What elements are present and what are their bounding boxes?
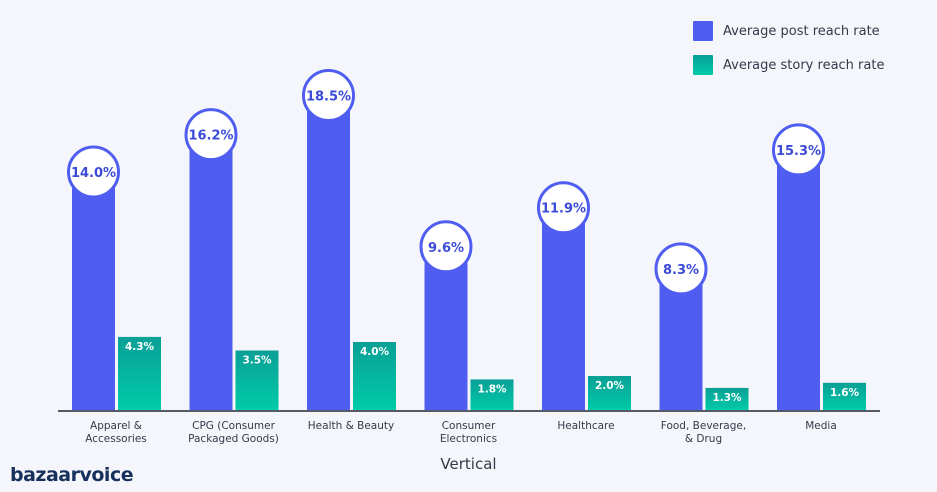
- story-bar: [705, 387, 749, 410]
- story-bar: [235, 350, 279, 410]
- story-bar: [470, 379, 514, 410]
- post-data-label: 18.5%: [306, 90, 351, 105]
- x-tick-label: Packaged Goods): [188, 433, 279, 445]
- bazaarvoice-logo: bazaarvoice: [10, 464, 134, 486]
- x-tick-label: Healthcare: [557, 420, 614, 432]
- story-bar: [118, 336, 161, 410]
- legend-label: Average story reach rate: [723, 57, 885, 73]
- story-bar: [823, 382, 866, 410]
- legend-item-post: Average post reach rate: [693, 18, 884, 44]
- legend-swatch-post: [693, 21, 713, 41]
- x-tick-label: & Drug: [685, 433, 722, 445]
- x-tick-label: Apparel &: [90, 420, 142, 432]
- x-tick-label: Food, Beverage,: [661, 420, 746, 432]
- story-data-label: 1.6%: [830, 387, 860, 399]
- story-bar: [353, 342, 396, 410]
- legend-item-story: Average story reach rate: [693, 52, 884, 78]
- x-tick-label: Consumer: [442, 420, 496, 432]
- legend: Average post reach rate Average story re…: [693, 18, 884, 86]
- post-bar: [542, 207, 585, 410]
- post-data-label: 9.6%: [428, 241, 464, 256]
- story-data-label: 1.3%: [712, 392, 742, 404]
- x-tick-label: Media: [805, 420, 837, 432]
- story-data-label: 1.8%: [477, 383, 507, 395]
- post-value-bubble: [654, 242, 708, 296]
- post-data-label: 14.0%: [71, 166, 116, 181]
- post-value-bubble: [302, 69, 355, 122]
- post-bar: [424, 246, 468, 410]
- story-data-label: 4.0%: [360, 346, 390, 358]
- legend-swatch-story: [693, 55, 713, 75]
- post-value-bubble: [537, 181, 590, 235]
- legend-label: Average post reach rate: [723, 23, 880, 39]
- story-data-label: 2.0%: [595, 380, 625, 392]
- post-bar: [777, 149, 820, 410]
- x-axis-title: Vertical: [440, 455, 497, 473]
- post-data-label: 16.2%: [188, 129, 233, 144]
- x-tick-label: Health & Beauty: [308, 420, 394, 432]
- post-data-label: 11.9%: [541, 202, 586, 217]
- post-value-bubble: [772, 123, 825, 177]
- post-data-label: 8.3%: [663, 263, 699, 278]
- post-bar: [189, 134, 233, 410]
- post-value-bubble: [419, 220, 473, 274]
- post-bar: [72, 172, 115, 410]
- story-data-label: 3.5%: [242, 355, 272, 367]
- story-bar: [588, 376, 631, 410]
- x-tick-label: CPG (Consumer: [192, 420, 275, 432]
- post-value-bubble: [184, 108, 238, 162]
- story-data-label: 4.3%: [125, 341, 155, 353]
- post-value-bubble: [67, 145, 120, 199]
- post-data-label: 15.3%: [776, 144, 821, 159]
- x-tick-label: Accessories: [85, 433, 147, 445]
- post-bar: [307, 95, 350, 410]
- x-tick-label: Electronics: [440, 433, 497, 445]
